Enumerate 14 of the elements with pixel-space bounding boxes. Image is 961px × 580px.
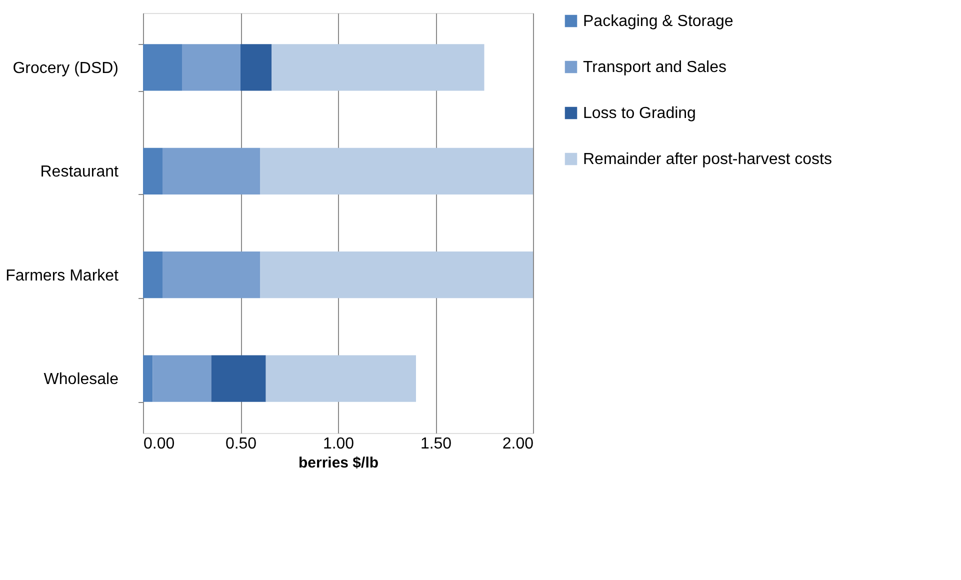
legend-label: Transport and Sales <box>583 59 726 76</box>
x-axis-title: berries $/lb <box>298 454 379 472</box>
x-tick-label: 1.00 <box>322 436 354 452</box>
y-tick-label: Restaurant <box>40 164 120 181</box>
x-tick-label: 2.00 <box>502 436 534 452</box>
x-tick-label: 0.50 <box>225 436 257 452</box>
y-tick-label: Farmers Market <box>6 267 120 284</box>
y-tick-label: Grocery (DSD) <box>12 60 118 77</box>
y-tick-label: Wholesale <box>44 371 119 388</box>
legend-label: Loss to Grading <box>583 105 696 122</box>
x-tick-label: 1.50 <box>420 436 452 452</box>
legend-label: Remainder after post-harvest costs <box>583 151 832 168</box>
x-tick-label: 0.00 <box>144 436 175 452</box>
legend-label: Packaging & Storage <box>583 13 734 30</box>
